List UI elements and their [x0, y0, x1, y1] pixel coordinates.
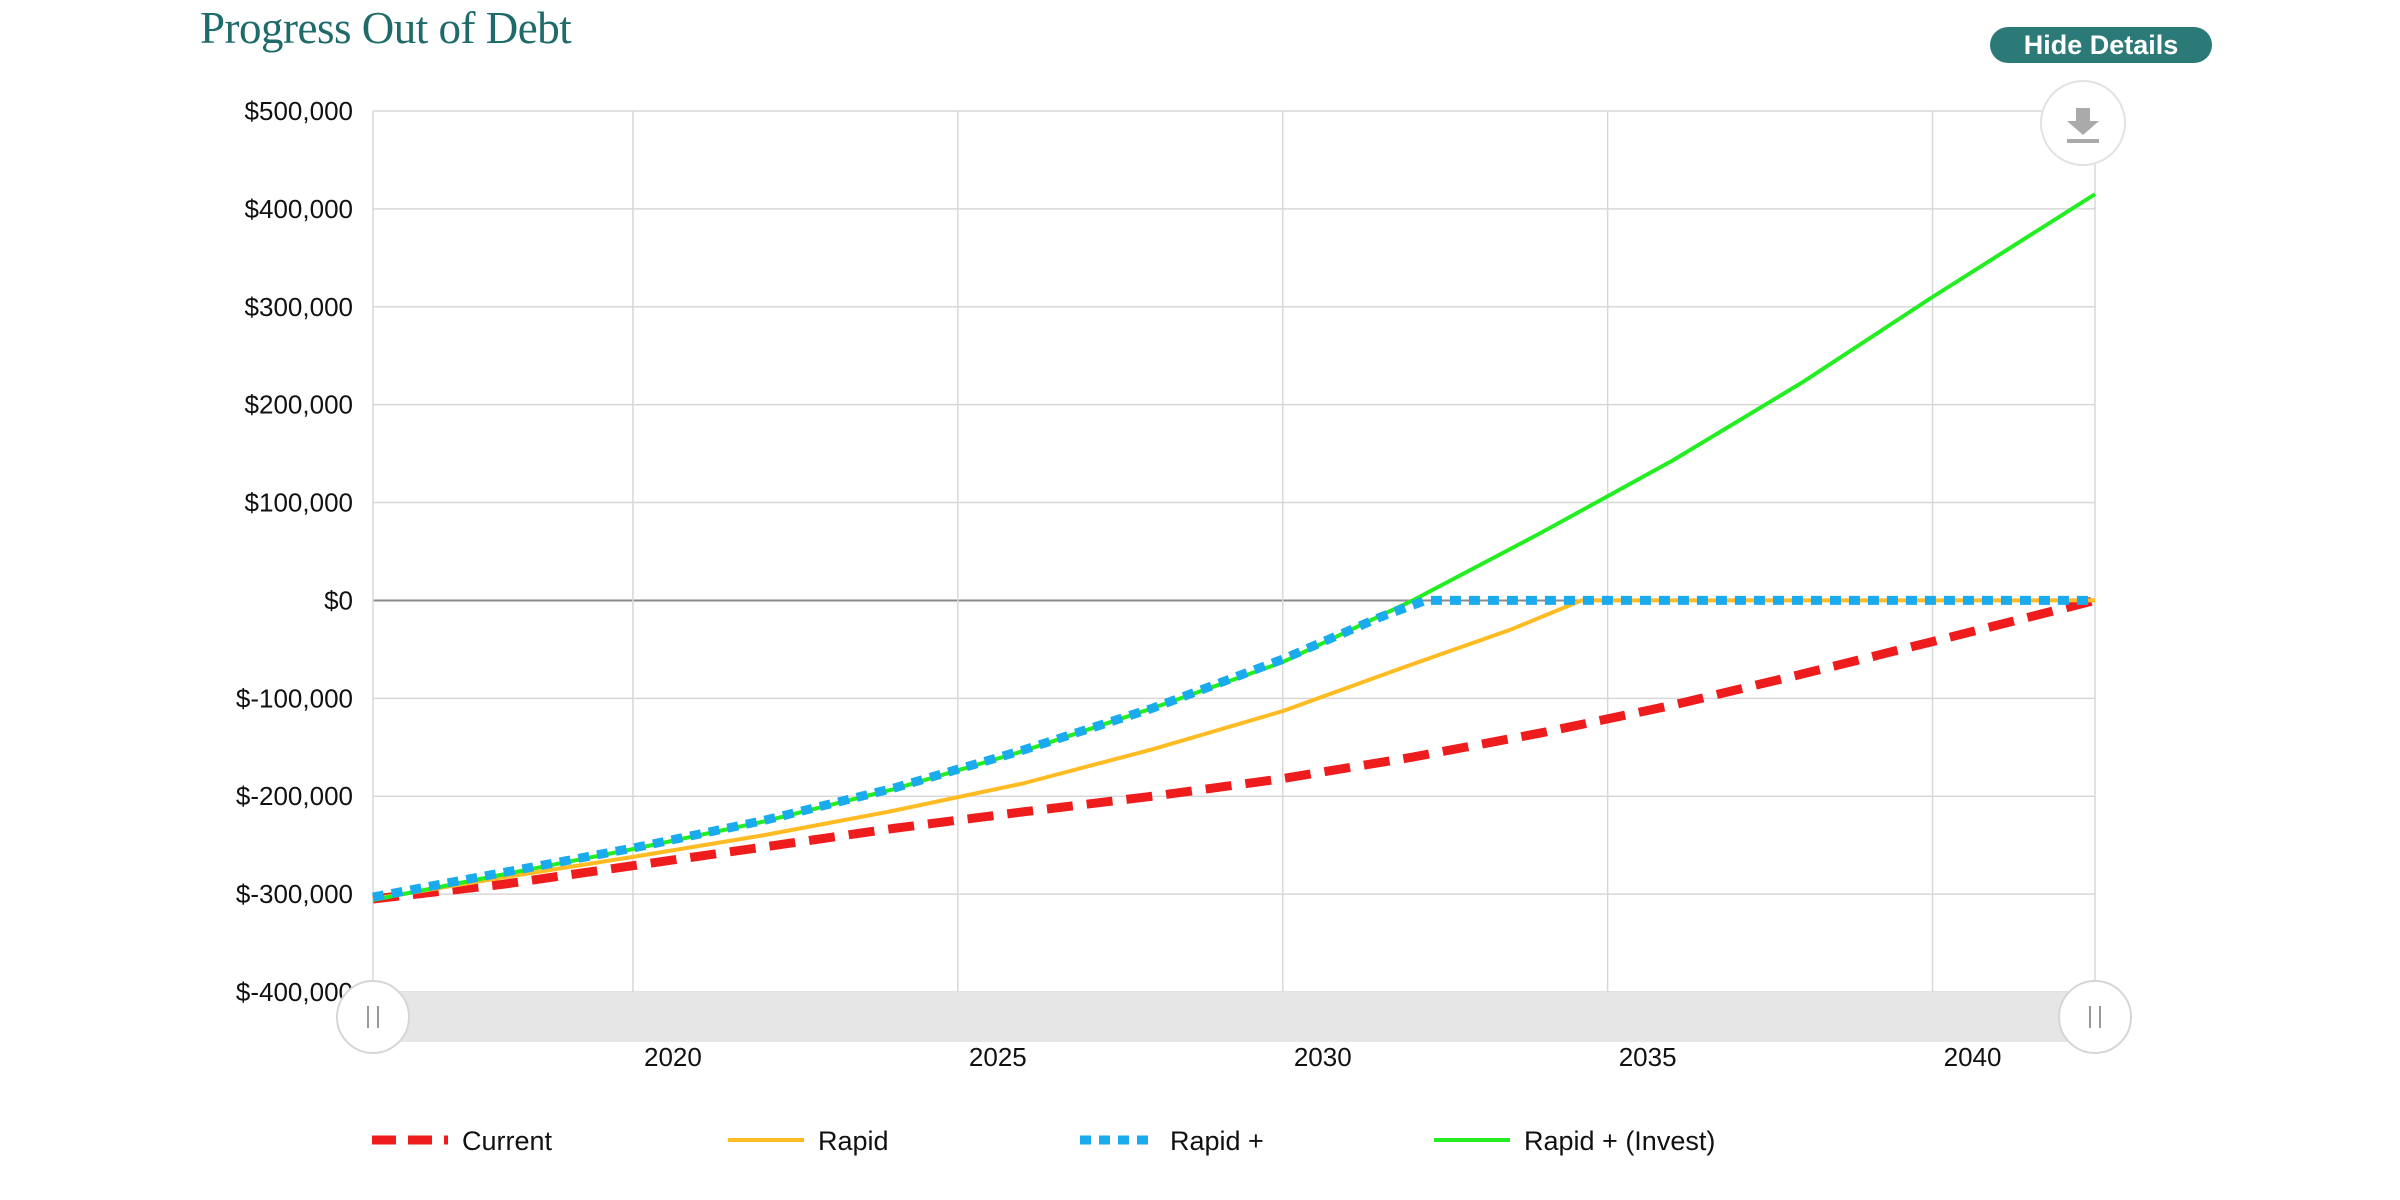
legend-item[interactable]: Rapid + (Invest)	[1434, 1126, 1715, 1156]
y-tick-label: $-400,000	[236, 977, 353, 1007]
legend-label: Rapid +	[1170, 1126, 1264, 1156]
x-tick-label: 2025	[969, 1042, 1027, 1072]
range-handle-right[interactable]	[2058, 980, 2132, 1054]
series-line-current[interactable]	[372, 596, 2097, 904]
x-tick-label: 2035	[1619, 1042, 1677, 1072]
page-title: Progress Out of Debt	[200, 3, 572, 53]
y-tick-label: $100,000	[245, 488, 353, 518]
y-tick-label: $-300,000	[236, 879, 353, 909]
y-tick-label: $300,000	[245, 292, 353, 322]
plot-area	[373, 111, 2095, 992]
y-axis-tick-labels: $-400,000 $-300,000 $-200,000 $-100,000 $0 $1…	[236, 96, 353, 1007]
x-axis-tick-labels: 2020 2025 2030 2035 2040	[644, 1042, 2001, 1072]
legend-label: Rapid + (Invest)	[1524, 1126, 1715, 1156]
export-button[interactable]	[2040, 80, 2126, 166]
legend: Current Rapid Rapid + Rapid + (Invest)	[372, 1126, 1715, 1156]
series-line-rapid[interactable]	[372, 595, 2095, 902]
legend-item[interactable]: Rapid +	[1080, 1126, 1264, 1156]
range-handle-left[interactable]	[336, 980, 410, 1054]
y-tick-label: $-100,000	[236, 683, 353, 713]
y-tick-label: $200,000	[245, 390, 353, 420]
legend-label: Rapid	[818, 1126, 889, 1156]
y-tick-label: $-200,000	[236, 781, 353, 811]
x-tick-label: 2020	[644, 1042, 702, 1072]
y-tick-label: $0	[324, 585, 353, 615]
y-tick-label: $500,000	[245, 96, 353, 126]
y-tick-label: $400,000	[245, 194, 353, 224]
hide-details-button[interactable]: Hide Details	[1990, 27, 2212, 63]
legend-item[interactable]: Current	[372, 1126, 553, 1156]
series-lines	[372, 192, 2097, 904]
legend-item[interactable]: Rapid	[728, 1126, 889, 1156]
x-tick-label: 2040	[1944, 1042, 2002, 1072]
x-tick-label: 2030	[1294, 1042, 1352, 1072]
download-icon	[2067, 108, 2099, 143]
legend-label: Current	[462, 1126, 553, 1156]
range-navigator-track[interactable]	[373, 992, 2095, 1042]
